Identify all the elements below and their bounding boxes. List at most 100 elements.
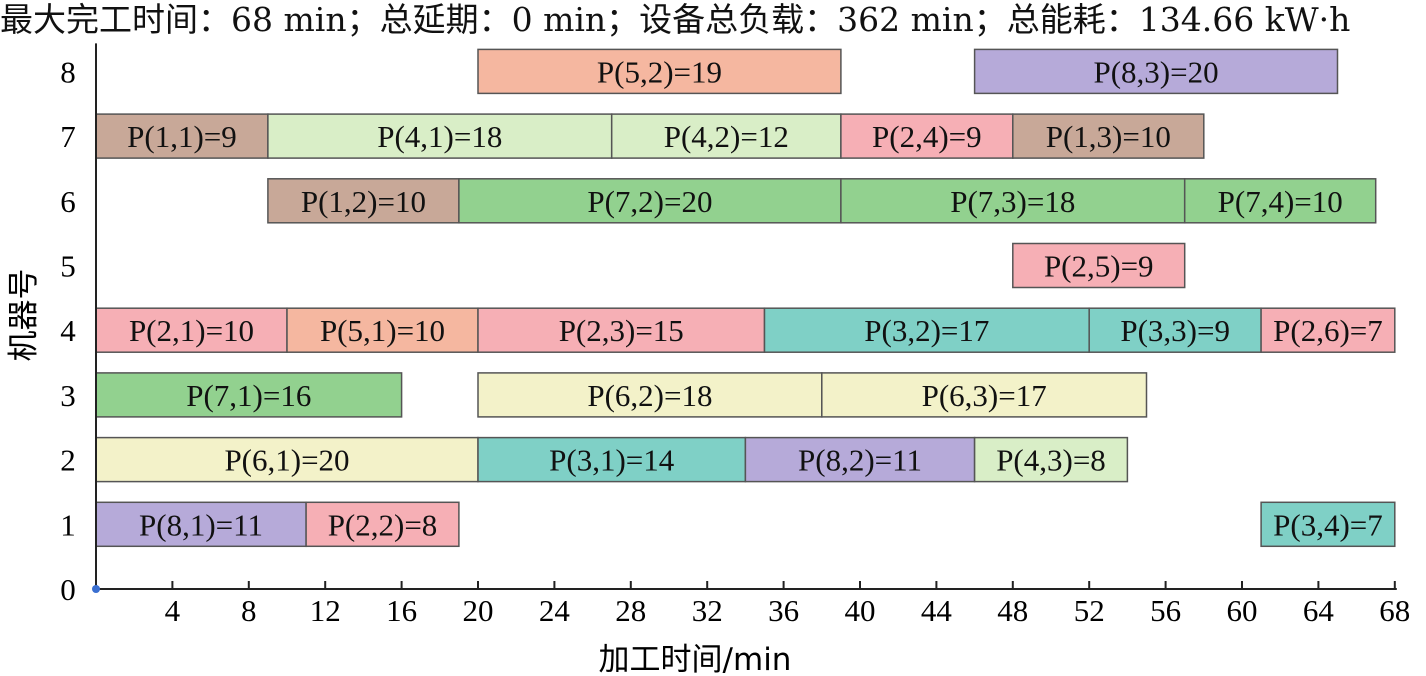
- task-bar: P(4,2)=12: [610, 113, 842, 159]
- y-tick-label: 2: [60, 443, 76, 478]
- task-bar-label: P(6,2)=18: [587, 378, 712, 413]
- x-axis-label: 加工时间/min: [599, 642, 792, 676]
- x-tick-label: 60: [1227, 593, 1258, 628]
- task-bar-rect: [1012, 113, 1205, 159]
- y-tick-label: 5: [60, 249, 76, 284]
- x-tick-label: 68: [1379, 593, 1410, 628]
- task-bar: P(7,4)=10: [1183, 178, 1377, 224]
- task-bar: P(2,5)=9: [1012, 242, 1186, 289]
- task-bar-rect: [821, 372, 1148, 418]
- task-bar-rect: [477, 436, 747, 483]
- y-tick-label: 6: [60, 184, 76, 219]
- task-bar-label: P(2,6)=7: [1273, 313, 1383, 348]
- x-tick-label: 64: [1303, 593, 1335, 628]
- task-bar-label: P(6,1)=20: [224, 443, 349, 478]
- x-tick-label: 32: [692, 593, 723, 628]
- task-bar-rect: [1260, 501, 1396, 548]
- task-bar: P(3,1)=14: [477, 436, 747, 483]
- chart-title: 最大完工时间：68 min；总延期：0 min；设备总负载：362 min；总能…: [0, 0, 1351, 39]
- task-bar-label: P(2,2)=8: [328, 507, 438, 542]
- x-tick-label: 4: [165, 593, 181, 628]
- task-bar-label: P(5,2)=19: [597, 54, 722, 89]
- task-bar: P(3,4)=7: [1260, 501, 1396, 548]
- task-bar: P(8,3)=20: [973, 48, 1339, 95]
- task-bar: P(3,3)=9: [1088, 307, 1262, 353]
- x-tick-label: 44: [921, 593, 953, 628]
- task-bar-label: P(7,3)=18: [950, 184, 1075, 219]
- task-bar-rect: [305, 501, 460, 548]
- task-bar: P(7,2)=20: [458, 178, 842, 224]
- task-bar: P(1,2)=10: [267, 178, 460, 224]
- task-bar-rect: [1088, 307, 1262, 353]
- task-bar: P(3,2)=17: [763, 307, 1090, 353]
- task-bar: P(6,3)=17: [821, 372, 1148, 418]
- task-bar: P(8,2)=11: [744, 436, 976, 483]
- task-bar-rect: [95, 501, 307, 548]
- task-bar: P(4,3)=8: [973, 436, 1129, 483]
- task-bar-rect: [458, 178, 842, 224]
- task-bar-label: P(1,2)=10: [301, 184, 426, 219]
- y-tick-label: 0: [60, 572, 76, 607]
- task-bar-rect: [95, 113, 269, 159]
- task-bar-rect: [1012, 242, 1186, 289]
- tick-labels: 4 8 12 16 20 24 28 32 36 40 44 48 52 56 60 64 6801234567…: [60, 54, 1410, 628]
- task-bar-label: P(2,5)=9: [1044, 249, 1154, 284]
- task-bar-rect: [286, 307, 479, 353]
- y-tick-label: 3: [60, 378, 76, 413]
- task-bar: P(2,1)=10: [95, 307, 288, 353]
- task-bar-rect: [610, 113, 842, 159]
- task-bar-rect: [840, 178, 1186, 224]
- task-bar-label: P(7,1)=16: [186, 378, 311, 413]
- task-bar-label: P(2,4)=9: [872, 119, 982, 154]
- axes: [92, 43, 1397, 593]
- task-bar-label: P(6,3)=17: [922, 378, 1047, 413]
- x-tick-label: 48: [997, 593, 1028, 628]
- task-bar-label: P(7,2)=20: [587, 184, 712, 219]
- x-tick-label: 36: [768, 593, 799, 628]
- task-bar-label: P(3,3)=9: [1120, 313, 1230, 348]
- task-bar-rect: [744, 436, 976, 483]
- task-bar: P(7,1)=16: [95, 372, 403, 418]
- task-bar: P(6,1)=20: [95, 436, 479, 483]
- origin-marker: [92, 585, 100, 593]
- task-bar-label: P(3,4)=7: [1273, 507, 1383, 542]
- task-bar-rect: [1260, 307, 1396, 353]
- x-tick-label: 20: [463, 593, 494, 628]
- task-bar-label: P(3,1)=14: [549, 443, 675, 478]
- y-tick-label: 1: [60, 507, 76, 542]
- task-bar-rect: [267, 178, 460, 224]
- task-bar-label: P(2,1)=10: [129, 313, 254, 348]
- task-bar-rect: [973, 48, 1339, 95]
- task-bar: P(8,1)=11: [95, 501, 307, 548]
- task-bar-label: P(4,1)=18: [377, 119, 502, 154]
- x-tick-label: 12: [310, 593, 341, 628]
- x-tick-label: 52: [1074, 593, 1105, 628]
- task-bar-label: P(1,3)=10: [1046, 119, 1171, 154]
- task-bar-label: P(4,2)=12: [664, 119, 789, 154]
- task-bar: P(5,1)=10: [286, 307, 479, 353]
- x-tick-label: 24: [539, 593, 571, 628]
- task-bar: P(6,2)=18: [477, 372, 823, 418]
- task-bar: P(1,3)=10: [1012, 113, 1205, 159]
- y-tick-label: 4: [60, 313, 76, 348]
- y-tick-label: 7: [60, 119, 76, 154]
- x-tick-label: 28: [615, 593, 646, 628]
- task-bar-label: P(8,3)=20: [1093, 54, 1218, 89]
- task-bar-label: P(3,2)=17: [864, 313, 989, 348]
- task-bar: P(1,1)=9: [95, 113, 269, 159]
- task-bars: P(5,2)=19 P(8,3)=20 P(1,1)=9 P(4,1)=18 P(4,2…: [95, 48, 1396, 548]
- task-bar-rect: [973, 436, 1129, 483]
- task-bar-label: P(7,4)=10: [1218, 184, 1343, 219]
- x-tick-label: 56: [1150, 593, 1181, 628]
- task-bar-label: P(2,3)=15: [559, 313, 684, 348]
- task-bar-rect: [840, 113, 1014, 159]
- task-bar-label: P(1,1)=9: [127, 119, 237, 154]
- task-bar-label: P(8,2)=11: [798, 443, 922, 478]
- task-bar-rect: [95, 436, 479, 483]
- task-bar: P(2,6)=7: [1260, 307, 1396, 353]
- task-bar-rect: [1183, 178, 1377, 224]
- task-bar: P(2,4)=9: [840, 113, 1014, 159]
- task-bar: P(2,2)=8: [305, 501, 460, 548]
- task-bar-rect: [763, 307, 1090, 353]
